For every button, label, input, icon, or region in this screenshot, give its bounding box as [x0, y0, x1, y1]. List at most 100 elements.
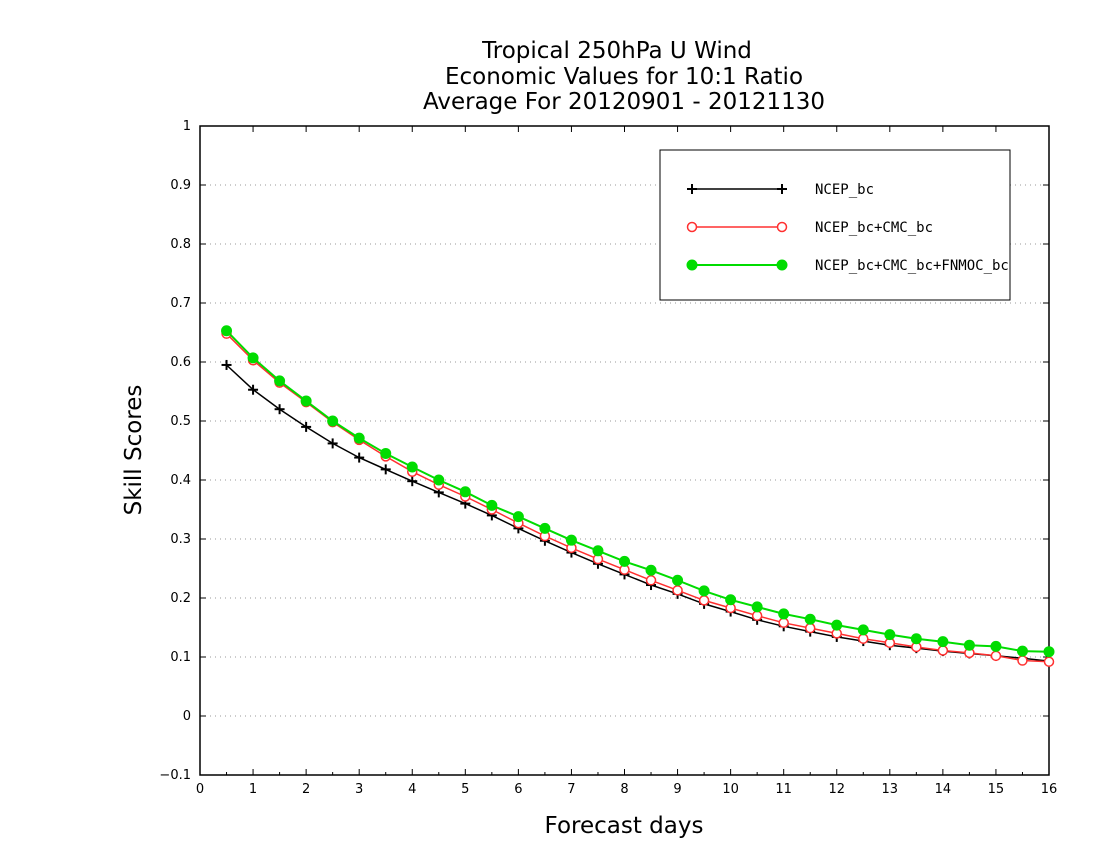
series-3 [221, 325, 1055, 658]
x-tick-label: 16 [1041, 782, 1058, 797]
data-point [645, 564, 657, 576]
x-tick-label: 12 [828, 782, 845, 797]
data-point [672, 574, 684, 586]
data-point [804, 613, 816, 625]
data-point [831, 619, 843, 631]
legend-item-2: NCEP_bc+CMC_bc [686, 220, 933, 236]
y-tick-label: 0.6 [170, 355, 191, 370]
data-point [1043, 656, 1055, 667]
data-point [858, 633, 869, 644]
data-point [778, 608, 790, 620]
series-1 [221, 359, 1054, 667]
data-point [459, 486, 471, 498]
data-point [247, 352, 259, 364]
y-tick-label: 0.4 [170, 473, 191, 488]
data-point [354, 452, 365, 463]
data-point [221, 325, 233, 337]
legend-label: NCEP_bc [815, 182, 874, 198]
data-point [274, 375, 286, 387]
legend-item-1: NCEP_bc [687, 182, 874, 198]
data-point [274, 404, 285, 415]
data-point [221, 359, 232, 370]
series-line [225, 364, 1050, 662]
data-point [910, 633, 922, 645]
data-point [539, 522, 551, 534]
legend-marker [687, 184, 697, 194]
data-point [751, 601, 763, 613]
series-line [225, 333, 1050, 663]
data-point [804, 622, 816, 634]
data-point [380, 464, 391, 475]
data-point [406, 461, 418, 473]
x-axis: 0 1 2 3 4 5 6 7 8 9 10 11 12 13 14 15 16 [196, 126, 1057, 797]
x-tick-label: 6 [514, 782, 522, 797]
title-line-1: Tropical 250hPa U Wind [481, 38, 752, 64]
data-point [751, 610, 763, 621]
data-point [380, 447, 392, 459]
data-point [990, 650, 1002, 662]
data-point [327, 415, 339, 427]
legend-label: NCEP_bc+CMC_bc [815, 220, 933, 236]
data-point [778, 617, 789, 629]
legend: NCEP_bc NCEP_bc+CMC_bc NCEP_bc+CMC_bc+FNMO… [659, 149, 1011, 301]
data-point [486, 499, 498, 511]
x-axis-title: Forecast days [545, 813, 704, 839]
title-line-2: Economic Values for 10:1 Ratio [445, 64, 803, 90]
x-tick-label: 7 [567, 782, 575, 797]
x-tick-label: 11 [775, 782, 792, 797]
y-tick-label: 0.8 [170, 237, 191, 252]
y-axis-title: Skill Scores [121, 385, 147, 516]
data-point [592, 545, 604, 557]
series-line [225, 330, 1050, 653]
legend-marker [686, 221, 698, 233]
data-point [672, 585, 683, 596]
y-tick-label: −0.1 [159, 768, 191, 783]
legend-box [659, 149, 1011, 301]
y-tick-label: 0.7 [170, 296, 191, 311]
data-point [1043, 646, 1055, 658]
legend-label: NCEP_bc+CMC_bc+FNMOC_bc [815, 258, 1009, 274]
data-point [512, 511, 524, 523]
y-tick-label: 0.3 [170, 532, 191, 547]
x-tick-label: 0 [196, 782, 204, 797]
y-tick-label: 0.1 [170, 650, 191, 665]
y-tick-label: 0 [183, 709, 191, 724]
data-point [619, 555, 630, 567]
chart-title: Tropical 250hPa U Wind Economic Values f… [423, 38, 825, 115]
series-2 [221, 328, 1055, 667]
y-tick-label: 0.5 [170, 414, 191, 429]
x-tick-label: 9 [673, 782, 681, 797]
data-point [937, 645, 949, 656]
x-tick-label: 15 [988, 782, 1005, 797]
data-point [884, 629, 896, 641]
x-tick-label: 13 [882, 782, 899, 797]
data-point [725, 594, 737, 606]
data-point [301, 421, 312, 432]
data-point [300, 395, 312, 407]
data-point [1017, 655, 1028, 666]
data-point [248, 384, 259, 395]
data-point [565, 534, 577, 546]
title-line-3: Average For 20120901 - 20121130 [423, 89, 825, 115]
data-point [963, 639, 975, 651]
x-tick-label: 2 [302, 782, 310, 797]
data-point [353, 432, 365, 444]
data-point [857, 624, 869, 636]
legend-marker [776, 221, 788, 233]
data-point [990, 640, 1002, 652]
data-point [698, 585, 710, 597]
data-point [645, 575, 657, 586]
x-tick-label: 5 [461, 782, 469, 797]
x-tick-label: 8 [620, 782, 628, 797]
legend-marker [686, 259, 698, 271]
y-tick-label: 0.9 [170, 178, 191, 193]
data-point [433, 474, 445, 486]
data-point [327, 438, 338, 449]
legend-item-3: NCEP_bc+CMC_bc+FNMOC_bc [686, 258, 1009, 274]
y-axis: −0.1 0 0.1 0.2 0.3 0.4 0.5 0.6 0.7 0.8 0.9 1 [159, 119, 1049, 783]
legend-marker [776, 259, 788, 271]
y-tick-label: 1 [183, 119, 191, 134]
x-tick-label: 10 [722, 782, 739, 797]
x-tick-label: 1 [249, 782, 257, 797]
